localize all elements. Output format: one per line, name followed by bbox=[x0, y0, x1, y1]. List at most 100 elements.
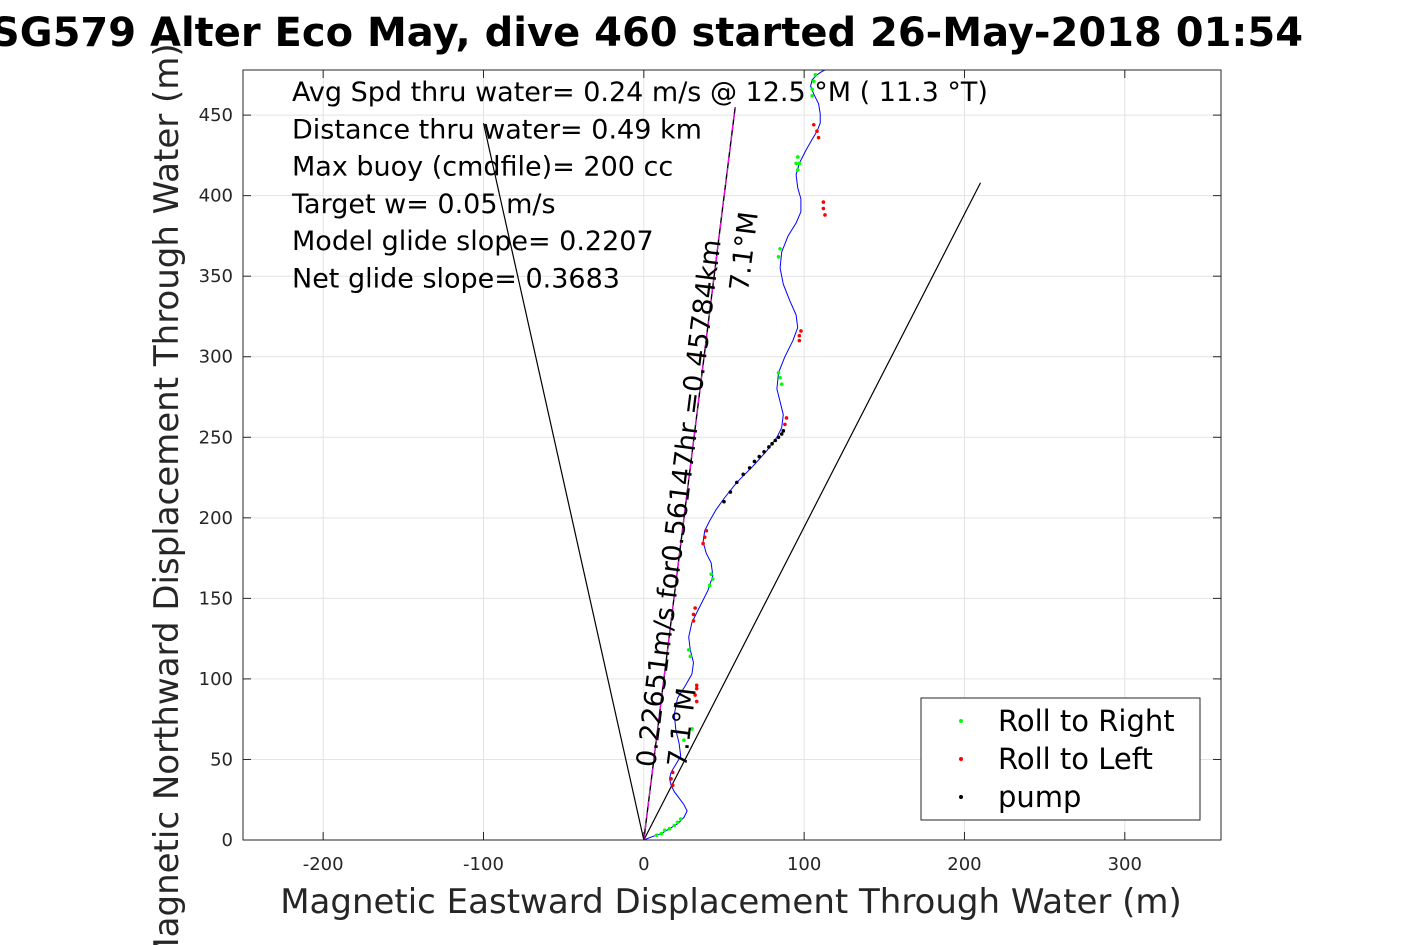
roll-right-point bbox=[675, 820, 680, 825]
pump-point bbox=[741, 472, 746, 477]
stats-annotations: Avg Spd thru water= 0.24 m/s @ 12.5 °M (… bbox=[291, 77, 988, 295]
x-tick-label: -100 bbox=[463, 854, 504, 875]
roll-right-point bbox=[794, 161, 798, 166]
roll-left-point bbox=[701, 541, 705, 546]
roll-left-point bbox=[670, 770, 675, 775]
stats-line: Avg Spd thru water= 0.24 m/s @ 12.5 °M (… bbox=[292, 77, 988, 108]
roll-left-point bbox=[784, 416, 789, 420]
pump-point bbox=[757, 454, 762, 459]
roll-right-point bbox=[776, 371, 781, 375]
roll-left-point bbox=[816, 135, 821, 140]
legend-marker-roll-left bbox=[959, 757, 963, 761]
roll-left-point bbox=[823, 213, 827, 217]
current-line-dashed bbox=[643, 106, 736, 841]
roll-left-point bbox=[797, 333, 802, 338]
y-tick-label: 50 bbox=[210, 749, 233, 770]
roll-right-point bbox=[795, 155, 800, 159]
roll-left-point bbox=[815, 129, 819, 134]
roll-right-point bbox=[776, 255, 781, 259]
cone-line bbox=[643, 182, 982, 841]
roll-right-point bbox=[709, 572, 713, 577]
roll-right-point bbox=[690, 727, 694, 731]
roll-right-point bbox=[662, 828, 667, 833]
roll-right-point bbox=[686, 648, 691, 652]
y-tick-label: 100 bbox=[199, 669, 233, 690]
roll-left-point bbox=[783, 422, 787, 427]
x-tick-label: -200 bbox=[303, 854, 344, 875]
chart-title: SG579 Alter Eco May, dive 460 started 26… bbox=[0, 10, 1303, 56]
roll-right-point bbox=[707, 583, 712, 588]
roll-left-point bbox=[797, 338, 802, 343]
pump-point bbox=[767, 445, 771, 449]
stats-line: Distance thru water= 0.49 km bbox=[292, 114, 702, 145]
stats-line: Max buoy (cmdfile)= 200 cc bbox=[292, 152, 673, 183]
pump-point bbox=[735, 480, 739, 485]
y-tick-label: 450 bbox=[199, 105, 233, 126]
roll-right-point bbox=[797, 161, 802, 166]
stats-line: Net glide slope= 0.3683 bbox=[292, 264, 620, 295]
x-tick-label: 100 bbox=[787, 854, 821, 875]
roll-right-point bbox=[778, 247, 782, 251]
y-tick-label: 200 bbox=[199, 508, 233, 529]
roll-left-point bbox=[691, 619, 696, 623]
pump-point bbox=[728, 490, 733, 494]
roll-left-point bbox=[694, 683, 699, 688]
roll-left-point bbox=[799, 329, 803, 333]
roll-left-point bbox=[704, 528, 709, 533]
roll-right-point bbox=[795, 168, 800, 172]
y-tick-label: 400 bbox=[199, 186, 233, 207]
pump-point bbox=[781, 429, 786, 433]
legend-label-roll-right: Roll to Right bbox=[998, 704, 1175, 738]
roll-right-point bbox=[710, 577, 715, 581]
pump-point bbox=[752, 459, 757, 464]
roll-right-point bbox=[688, 654, 693, 659]
cone-lines bbox=[482, 106, 982, 841]
legend-marker-pump bbox=[959, 795, 963, 799]
roll-right-point bbox=[654, 833, 659, 837]
legend: Roll to Right Roll to Left pump bbox=[920, 697, 1201, 821]
cone-line bbox=[482, 123, 645, 841]
roll-right-point bbox=[813, 73, 818, 77]
roll-right-point bbox=[810, 93, 814, 98]
roll-right-point bbox=[672, 823, 677, 828]
roll-right-point bbox=[810, 87, 814, 92]
x-tick-label: 0 bbox=[638, 854, 649, 875]
roll-right-point bbox=[778, 375, 782, 380]
y-tick-label: 300 bbox=[199, 347, 233, 368]
y-ticks: 0 50 100 150 200 250 300 350 400 450 bbox=[199, 105, 1221, 851]
x-tick-label: 300 bbox=[1108, 854, 1142, 875]
y-tick-label: 150 bbox=[199, 588, 233, 609]
roll-left-point bbox=[811, 122, 816, 127]
plot-frame bbox=[242, 69, 1222, 841]
roll-left-point bbox=[669, 776, 673, 781]
roll-left-point bbox=[821, 206, 826, 211]
pump-point bbox=[776, 435, 781, 440]
x-ticks: -200 -100 0 100 200 300 bbox=[303, 70, 1142, 875]
legend-label-pump: pump bbox=[998, 780, 1081, 814]
roll-left-point bbox=[693, 693, 697, 697]
roll-left-point bbox=[694, 686, 699, 691]
roll-left-point bbox=[693, 606, 697, 610]
roll-left-point bbox=[694, 699, 699, 704]
roll-left-point bbox=[691, 612, 696, 617]
pump-point bbox=[770, 441, 774, 446]
roll-right-point bbox=[811, 79, 816, 84]
x-tick-label: 200 bbox=[947, 854, 981, 875]
y-tick-label: 250 bbox=[199, 427, 233, 448]
legend-box bbox=[920, 697, 1201, 821]
pump-point bbox=[747, 466, 752, 470]
y-tick-label: 350 bbox=[199, 266, 233, 287]
roll-left-point bbox=[821, 200, 826, 204]
roll-right-point bbox=[686, 731, 691, 736]
roll-right-point bbox=[678, 817, 683, 821]
pump-point bbox=[779, 432, 784, 436]
roll-left-point bbox=[670, 783, 675, 788]
x-axis-label: Magnetic Eastward Displacement Through W… bbox=[280, 882, 1182, 922]
y-axis-label: Magnetic Northward Displacement Through … bbox=[147, 43, 187, 945]
pump-point bbox=[773, 438, 778, 443]
legend-label-roll-left: Roll to Left bbox=[998, 742, 1153, 776]
stats-line: Model glide slope= 0.2207 bbox=[292, 226, 654, 257]
stats-line: Target w= 0.05 m/s bbox=[291, 189, 556, 220]
roll-points-layer bbox=[654, 73, 827, 837]
